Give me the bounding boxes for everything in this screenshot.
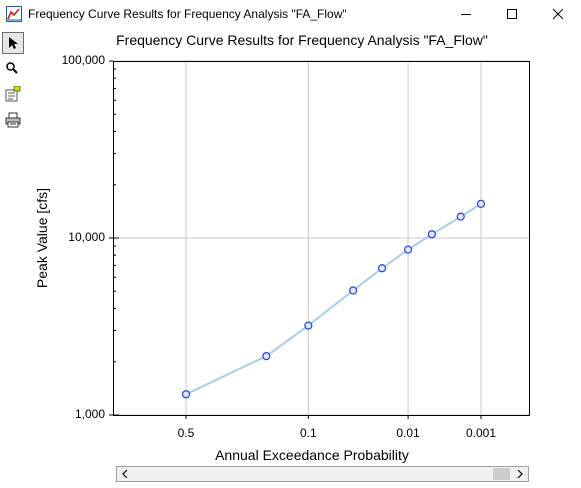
- x-axis-label: Annual Exceedance Probability: [215, 447, 409, 463]
- scroll-left-button[interactable]: [117, 467, 133, 481]
- print-tool-button[interactable]: [2, 109, 24, 131]
- data-point: [403, 245, 413, 254]
- y-tick-label: 100,000: [61, 53, 105, 67]
- y-tick-label: 1,000: [74, 407, 105, 421]
- x-tick-label: 0.01: [396, 426, 420, 440]
- title-bar: Frequency Curve Results for Frequency An…: [0, 0, 581, 28]
- data-point: [427, 230, 436, 239]
- horizontal-scrollbar[interactable]: [116, 466, 529, 482]
- scroll-right-button[interactable]: [512, 467, 528, 481]
- select-tool-button[interactable]: [2, 32, 24, 54]
- data-point: [262, 352, 271, 361]
- properties-icon: [5, 86, 21, 102]
- app-icon: [6, 6, 22, 22]
- close-icon: [552, 8, 564, 20]
- x-tick-label: 0.1: [299, 426, 317, 440]
- scroll-thumb[interactable]: [493, 468, 510, 480]
- x-tick-label: 0.001: [465, 426, 497, 440]
- y-axis-label: Peak Value [cfs]: [34, 187, 50, 289]
- minimize-icon: [461, 14, 471, 15]
- chevron-right-icon: [517, 470, 523, 478]
- data-point: [349, 286, 358, 295]
- data-point: [304, 321, 313, 330]
- close-button[interactable]: [535, 0, 581, 28]
- x-tick-label: 0.5: [177, 426, 195, 440]
- data-point: [456, 212, 465, 221]
- y-tick-label: 10,000: [68, 230, 105, 244]
- chart-title: Frequency Curve Results for Frequency An…: [116, 32, 488, 48]
- data-point: [476, 199, 486, 208]
- properties-tool-button[interactable]: [2, 83, 24, 105]
- data-point: [377, 264, 387, 273]
- maximize-button[interactable]: [489, 0, 535, 28]
- data-point: [181, 390, 191, 399]
- maximize-icon: [507, 9, 517, 19]
- magnifier-icon: [6, 62, 18, 74]
- chevron-left-icon: [122, 470, 128, 478]
- tool-palette: [0, 28, 28, 488]
- arrow-pointer-icon: [9, 37, 18, 49]
- printer-icon: [5, 112, 21, 128]
- minimize-button[interactable]: [443, 0, 489, 28]
- zoom-tool-button[interactable]: [2, 58, 24, 80]
- window-title: Frequency Curve Results for Frequency An…: [28, 7, 347, 21]
